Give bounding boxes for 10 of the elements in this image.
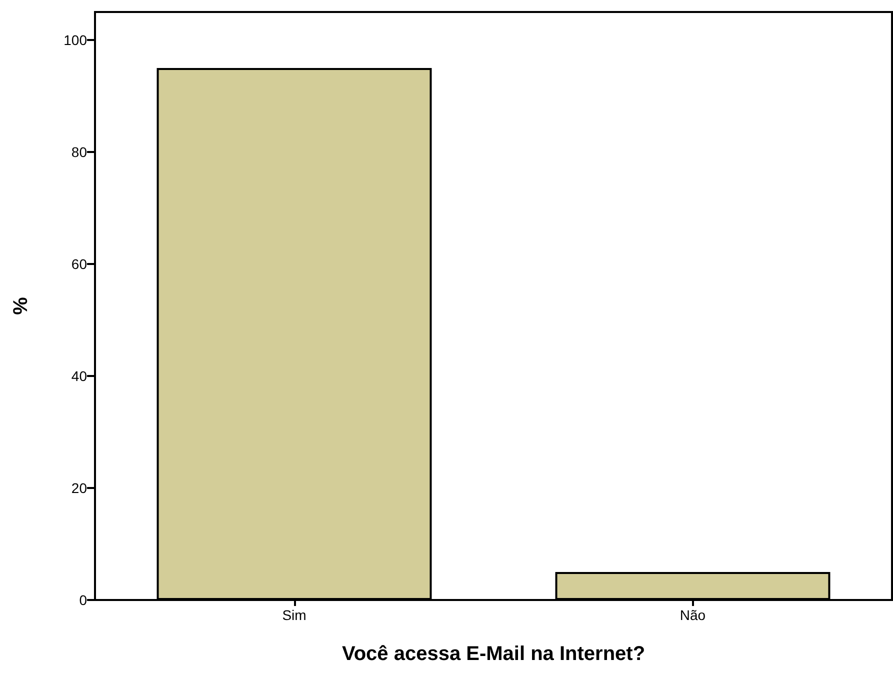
y-tick-label: 20 [71,480,88,496]
y-tick-label: 100 [64,32,88,48]
y-tick-label: 0 [79,592,88,608]
y-axis-title: % [10,296,32,315]
x-axis-title: Você acessa E-Mail na Internet? [342,643,646,665]
y-tick-label: 60 [71,256,88,272]
y-tick-label: 40 [71,368,88,384]
x-tick-label: Não [680,607,706,623]
y-tick-label: 80 [71,144,88,160]
x-tick-label: Sim [282,607,306,623]
